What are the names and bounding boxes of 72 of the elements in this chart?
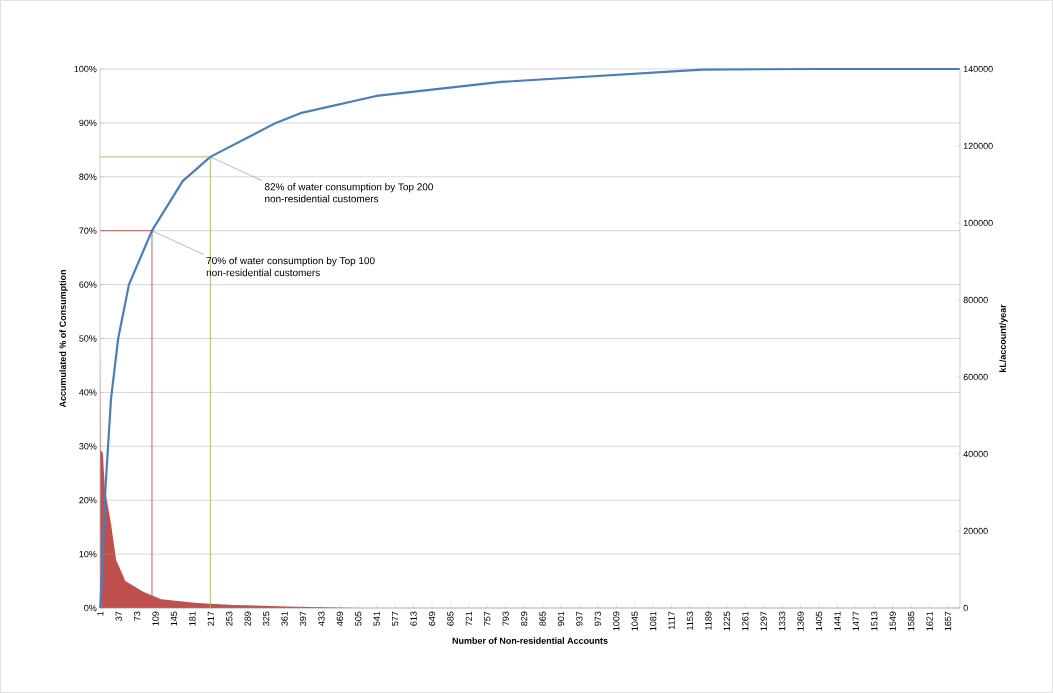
y2-tick-label: 20000 <box>963 527 988 535</box>
x-tick-label: 1153 <box>686 611 694 630</box>
x-tick-label: 1657 <box>944 611 952 631</box>
x-tick-label: 109 <box>152 611 159 626</box>
y-axis-title: Accumulated % of Consumption <box>59 270 68 408</box>
x-tick-label: 181 <box>189 611 196 626</box>
x-tick-label: 1477 <box>852 611 859 631</box>
x-tick-label: 829 <box>520 611 528 626</box>
x-tick-label: 1045 <box>631 611 638 631</box>
line-series <box>99 67 961 610</box>
x-tick-label: 613 <box>410 611 417 626</box>
y2-axis-title: kL/account/year <box>999 304 1008 373</box>
x-tick-label: 325 <box>262 611 270 626</box>
y-tick-label: 60% <box>79 281 97 288</box>
y-tick-label: 30% <box>79 443 97 450</box>
y2-tick-label: 0 <box>963 604 968 612</box>
y-tick-label: 100% <box>74 65 97 73</box>
annotation: 82% of water consumption by Top 200 non-residential customers <box>264 183 434 203</box>
annotation: 70% of water consumption by Top 100 non-residential customers <box>206 256 375 277</box>
x-tick-label: 793 <box>502 611 509 626</box>
x-tick-label: 1441 <box>834 611 841 631</box>
x-tick-label: 1117 <box>668 611 675 630</box>
y-tick-label: 20% <box>79 497 97 504</box>
x-tick-label: 577 <box>391 611 399 626</box>
x-tick-label: 145 <box>170 611 178 626</box>
x-tick-label: 505 <box>355 611 362 626</box>
x-tick-label: 937 <box>576 611 583 626</box>
x-tick-label: 649 <box>428 611 436 626</box>
x-tick-label: 1621 <box>926 611 933 631</box>
y-tick-label: 0% <box>84 604 97 612</box>
x-tick-label: 721 <box>465 611 472 626</box>
y2-tick-label: 60000 <box>963 373 988 381</box>
y-tick-label: 70% <box>79 227 97 234</box>
x-tick-label: 865 <box>539 611 546 626</box>
y2-tick-label: 140000 <box>963 65 993 73</box>
x-tick-label: 685 <box>447 611 454 626</box>
x-tick-label: 433 <box>318 611 325 626</box>
y2-tick-label: 100000 <box>963 219 993 227</box>
x-tick-label: 1261 <box>742 611 749 631</box>
x-tick-label: 1405 <box>815 611 823 631</box>
y-tick-label: 80% <box>79 173 97 180</box>
y2-tick-label: 120000 <box>963 142 993 150</box>
x-tick-label: 289 <box>244 611 251 626</box>
x-tick-label: 1225 <box>723 611 731 631</box>
y2-tick-label: 40000 <box>963 450 988 458</box>
x-tick-label: 361 <box>281 611 288 626</box>
x-tick-label: 217 <box>207 611 214 626</box>
x-tick-label: 1333 <box>778 611 786 631</box>
x-axis-title: Number of Non-residential Accounts <box>452 637 608 644</box>
x-tick-label: 397 <box>299 611 307 626</box>
x-tick-label: 1009 <box>613 611 620 631</box>
x-tick-label: 1369 <box>797 611 804 631</box>
y-tick-label: 40% <box>79 389 97 396</box>
y-tick-label: 10% <box>79 550 97 558</box>
x-tick-label: 1549 <box>889 611 896 631</box>
x-tick-label: 757 <box>484 611 491 626</box>
x-tick-label: 37 <box>115 611 122 621</box>
y2-tick-label: 80000 <box>963 296 988 304</box>
x-tick-label: 1081 <box>649 611 657 631</box>
x-tick-label: 1297 <box>760 611 767 631</box>
x-tick-label: 973 <box>594 611 602 626</box>
y-tick-label: 50% <box>79 335 97 342</box>
x-tick-label: 469 <box>336 611 344 626</box>
x-tick-label: 1585 <box>907 611 915 631</box>
x-tick-label: 1189 <box>705 611 712 630</box>
x-tick-label: 1 <box>97 611 104 616</box>
x-tick-label: 73 <box>133 611 141 621</box>
x-tick-label: 901 <box>557 611 565 626</box>
x-tick-label: 253 <box>226 611 233 626</box>
x-tick-label: 541 <box>373 611 380 626</box>
x-tick-label: 1513 <box>871 611 878 631</box>
y-tick-label: 90% <box>79 119 97 127</box>
